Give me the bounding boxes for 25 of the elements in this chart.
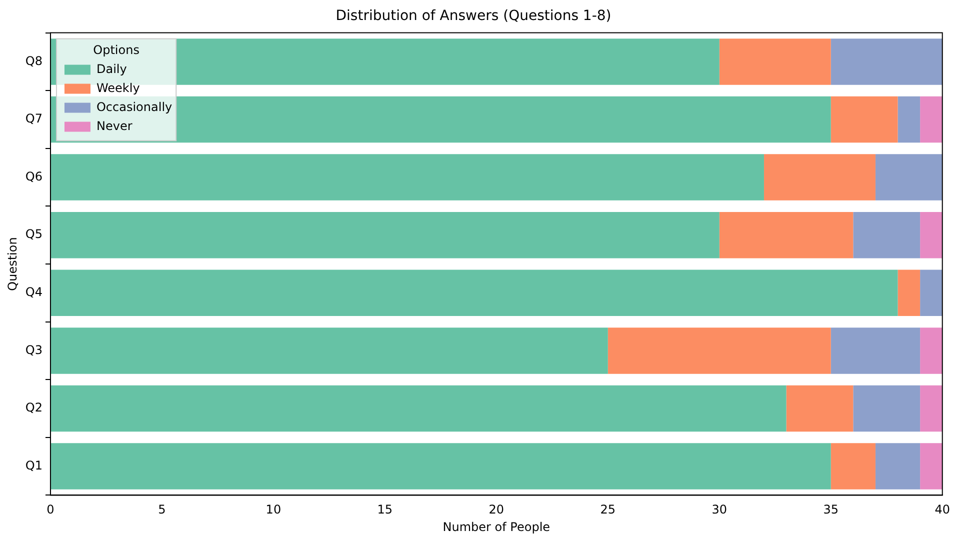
y-tick-label: Q6 [25,169,42,184]
x-tick-label: 15 [377,502,393,517]
y-tick-label: Q7 [25,112,42,126]
y-tick-label: Q4 [25,285,42,300]
x-tick-label: 0 [46,502,54,517]
x-tick-label: 25 [600,502,616,517]
y-axis-title: Question [5,237,20,291]
y-tick-label: Q1 [25,458,42,472]
x-tick-label: 20 [488,502,504,517]
legend-label: Never [96,118,132,133]
legend-title: Options [93,42,140,57]
y-tick-label: Q3 [25,342,42,357]
y-tick-label: Q5 [25,227,42,242]
y-tick-label: Q2 [25,400,42,415]
legend-label: Daily [96,62,127,76]
x-tick-label: 40 [934,502,950,517]
x-tick-label: 35 [823,502,839,517]
legend-label: Weekly [96,80,140,95]
x-tick-label: 5 [158,502,166,517]
chart-title: Distribution of Answers (Questions 1-8) [336,8,612,24]
legend-label: Occasionally [96,100,172,114]
x-axis-title: Number of People [442,520,550,534]
x-tick-label: 10 [266,502,282,517]
y-tick-label: Q8 [25,54,42,68]
x-tick-label: 30 [712,502,728,517]
